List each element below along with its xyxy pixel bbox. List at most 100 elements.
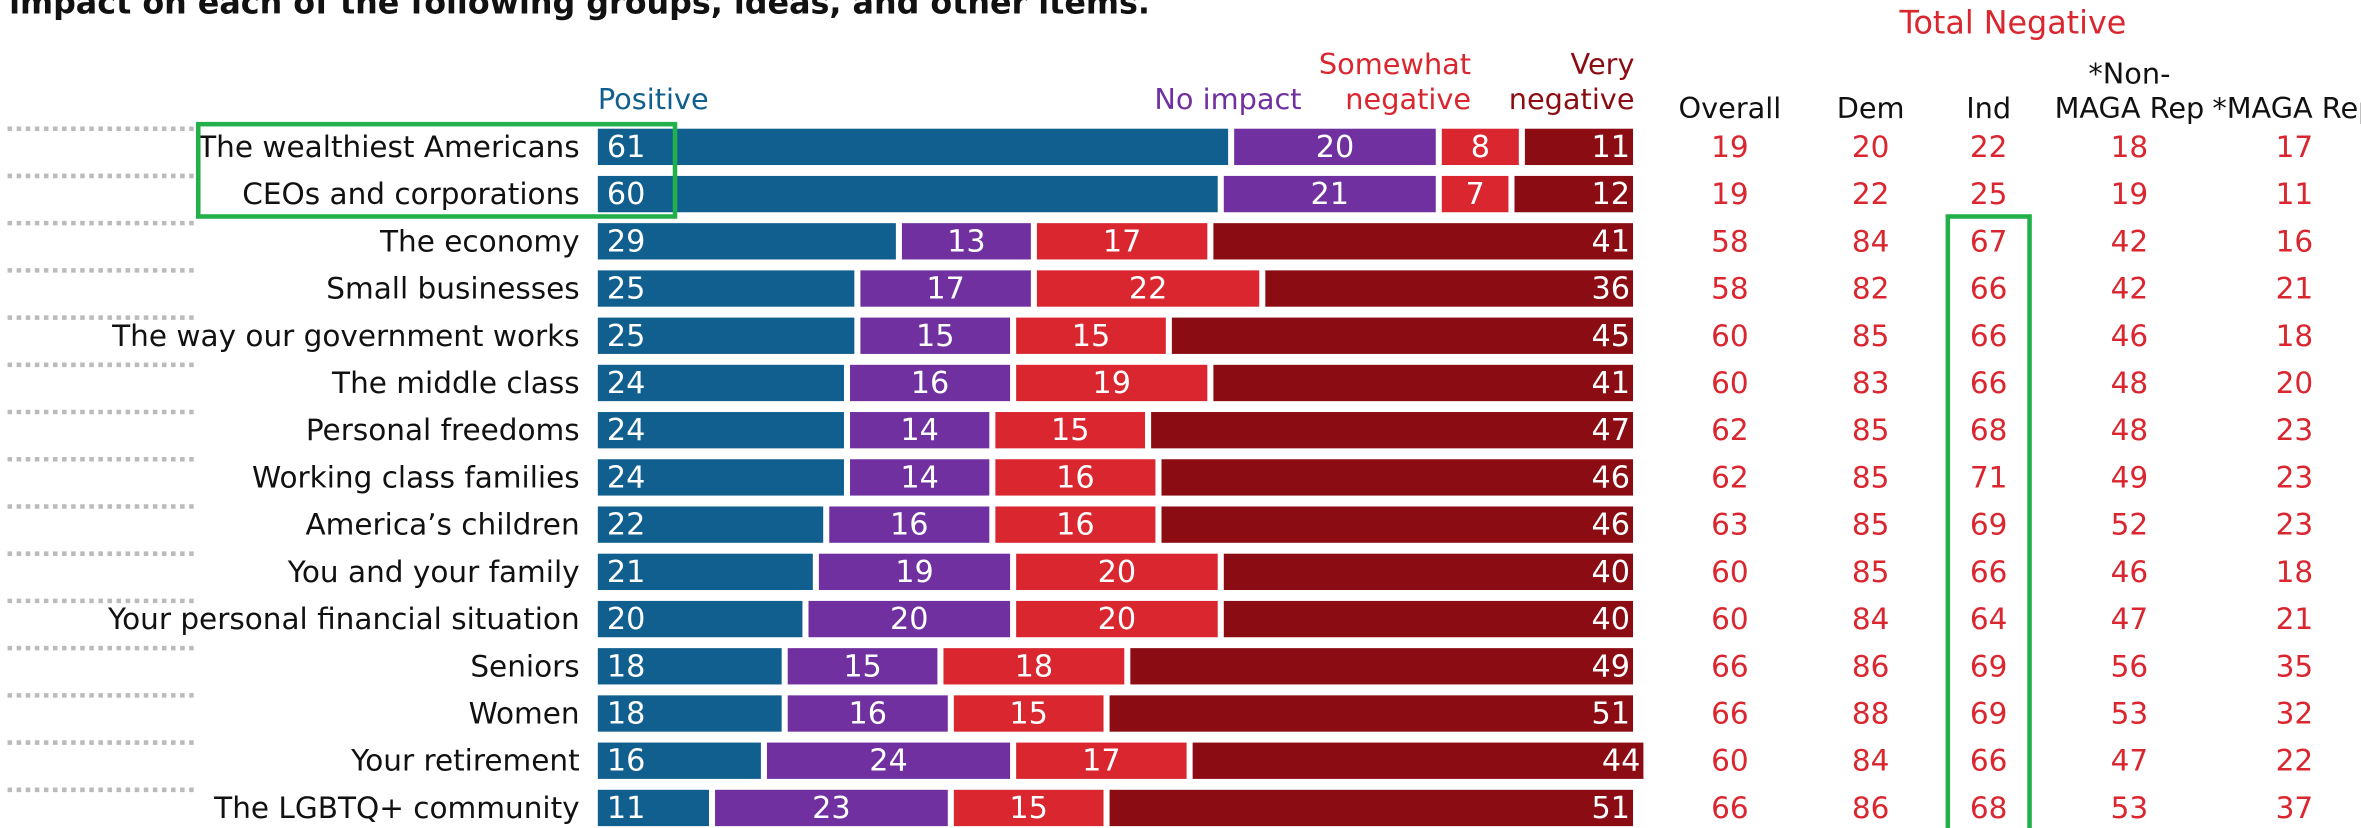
value-label: 15 [916, 319, 955, 354]
value-label: 24 [869, 744, 908, 779]
value-label: 15 [1072, 319, 1110, 354]
value-label: 45 [1591, 319, 1630, 354]
value-label: 40 [1591, 555, 1630, 590]
bar-segment [818, 553, 1011, 591]
table-cell: 62 [1711, 460, 1749, 494]
category-label: Women [469, 697, 580, 731]
bar-segment [1016, 553, 1218, 591]
value-label: 25 [607, 319, 646, 354]
bar-segment [1016, 317, 1166, 354]
legend-label-box: Somewhat negative [1318, 49, 1472, 117]
table-cell: 47 [2111, 602, 2149, 636]
value-label: 22 [607, 508, 646, 543]
table-cell: 83 [1852, 366, 1890, 400]
bar-segment [1223, 553, 1634, 591]
table-cell: 85 [1852, 413, 1890, 447]
value-label: 21 [607, 555, 646, 590]
value-label: 21 [1311, 177, 1350, 212]
category-label: Your personal financial situation [107, 602, 580, 636]
legend-label: Somewhat negative [1318, 49, 1472, 117]
table-cell: 20 [1852, 130, 1890, 164]
bar-segment [860, 317, 1011, 354]
value-label: 15 [1009, 697, 1048, 732]
bar-segment [597, 223, 896, 260]
table-cell: 60 [1711, 602, 1749, 636]
value-label: 25 [607, 272, 646, 307]
bar-segment [1161, 506, 1634, 543]
legend-label-box: No impact [1154, 84, 1301, 117]
value-label: 16 [1056, 508, 1095, 543]
value-label: 22 [1129, 272, 1168, 307]
highlight-box [195, 121, 678, 219]
value-label: 7 [1466, 177, 1485, 212]
table-cell: 85 [1852, 460, 1890, 494]
legend-label: Very negative [1508, 49, 1635, 117]
value-label: 16 [849, 697, 888, 732]
category-label: CEOs and corporations [242, 177, 579, 211]
column-header-box: Overall [1678, 92, 1782, 126]
bar-segment [597, 317, 855, 354]
table-cell: 22 [2276, 744, 2314, 778]
value-label: 20 [1098, 555, 1137, 590]
column-header: *Non-MAGA Rep [2054, 58, 2205, 126]
chart-title: impact on each of the following groups, … [9, 0, 1150, 22]
table-cell: 17 [2276, 130, 2314, 164]
bar-segment [1234, 128, 1436, 166]
value-label: 20 [1098, 602, 1137, 637]
table-cell: 64 [1970, 602, 2008, 636]
table-cell: 69 [1970, 508, 2008, 542]
table-cell: 66 [1970, 366, 2008, 400]
table-cell: 69 [1970, 697, 2008, 731]
legend-label: Positive [597, 83, 709, 117]
table-cell: 71 [1970, 460, 2008, 494]
bar-segment [597, 128, 1229, 166]
bar-segment [597, 553, 813, 591]
table-cell: 19 [1711, 130, 1749, 164]
bar-segment [995, 412, 1146, 449]
category-label: The wealthiest Americans [197, 130, 579, 164]
table-cell: 85 [1852, 508, 1890, 542]
column-header-box: *MAGA Rep [2212, 92, 2361, 126]
value-label: 24 [607, 413, 646, 448]
category-label: Seniors [470, 649, 579, 683]
bar-segment [1441, 128, 1519, 166]
bar-segment [1514, 175, 1634, 213]
value-label: 24 [607, 460, 646, 495]
table-cell: 58 [1711, 224, 1749, 258]
table-cell: 48 [2111, 413, 2149, 447]
bar-segment [1265, 270, 1634, 307]
table-cell: 47 [2111, 744, 2149, 778]
table-cell: 67 [1970, 224, 2008, 258]
bar-segment [597, 459, 844, 496]
bar-segment [901, 223, 1031, 260]
column-header: Overall [1678, 92, 1782, 126]
table-cell: 66 [1970, 319, 2008, 353]
category-label: You and your family [287, 555, 580, 589]
value-label: 23 [812, 791, 851, 826]
table-cell: 53 [2111, 791, 2149, 825]
bar-segment [953, 695, 1104, 732]
table-cell: 18 [2111, 130, 2149, 164]
bar-segment [829, 506, 990, 543]
bar-segment [1151, 412, 1634, 449]
value-label: 11 [1591, 130, 1630, 165]
bar-segment [787, 695, 948, 732]
table-cell: 66 [1711, 697, 1749, 731]
bar-segment [1223, 600, 1634, 638]
bar-segment [860, 270, 1031, 307]
table-cell: 53 [2111, 697, 2149, 731]
bar-segment [995, 506, 1156, 543]
value-label: 19 [1092, 366, 1131, 401]
table-cell: 60 [1711, 555, 1749, 589]
table-cell: 66 [1711, 791, 1749, 825]
value-label: 44 [1602, 744, 1641, 779]
bar-segment [597, 600, 803, 638]
table-cell: 84 [1852, 744, 1890, 778]
category-label: Working class families [252, 460, 580, 494]
bar-segment [597, 789, 709, 827]
value-label: 15 [1051, 413, 1090, 448]
value-label: 40 [1591, 602, 1630, 637]
column-header: *MAGA Rep [2212, 92, 2361, 126]
bar-segment [1109, 695, 1634, 732]
bar-segment [1192, 742, 1644, 779]
